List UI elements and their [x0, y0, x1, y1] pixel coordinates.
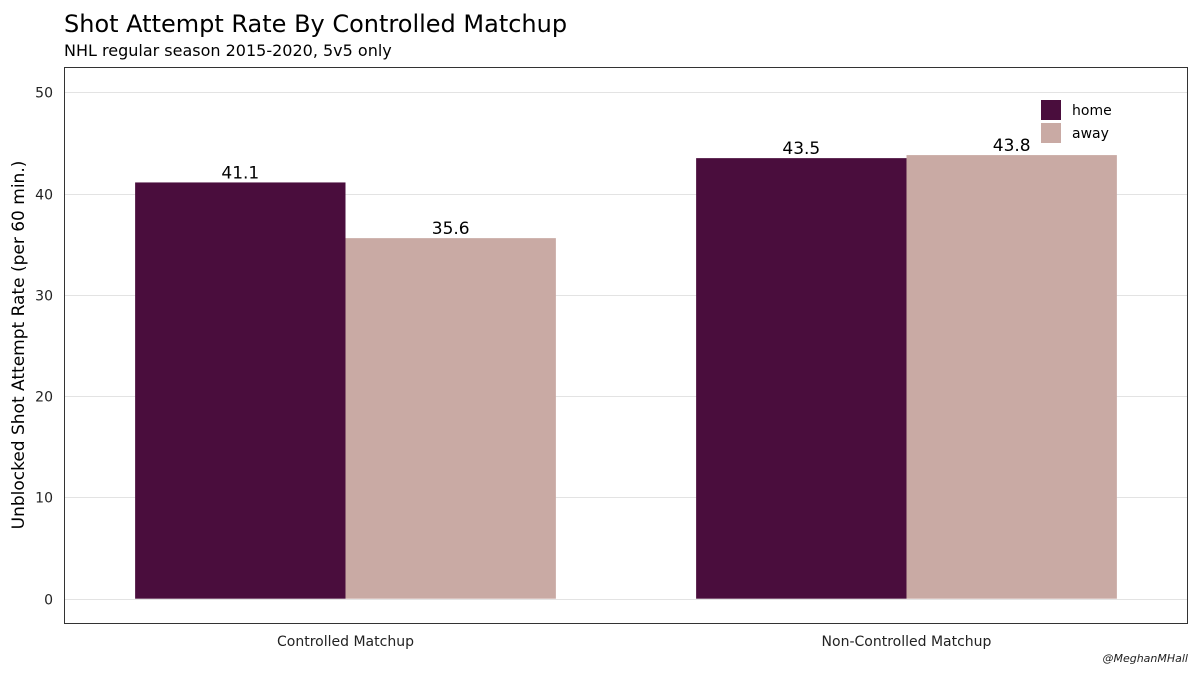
y-tick-label: 50 [35, 86, 53, 102]
y-tick-label: 40 [35, 188, 53, 204]
x-tick-label: Non-Controlled Matchup [822, 634, 992, 650]
legend-swatch-home [1041, 100, 1061, 120]
legend-label-away: away [1072, 126, 1109, 142]
bar-home-1 [135, 182, 346, 599]
y-tick-label: 30 [35, 289, 53, 305]
y-axis-title: Unblocked Shot Attempt Rate (per 60 min.… [9, 161, 29, 530]
data-label: 35.6 [432, 219, 470, 239]
chart-title: Shot Attempt Rate By Controlled Matchup [64, 10, 568, 38]
y-tick-label: 0 [44, 593, 53, 609]
credit-text: @MeghanMHall [1102, 652, 1188, 665]
y-tick-label: 20 [35, 390, 53, 406]
legend-label-home: home [1072, 103, 1112, 119]
data-label: 41.1 [221, 163, 259, 183]
bar-away-2 [906, 155, 1117, 599]
legend: home away [1041, 100, 1112, 143]
data-label: 43.8 [993, 136, 1031, 156]
data-label: 43.5 [782, 139, 820, 159]
chart-subtitle: NHL regular season 2015-2020, 5v5 only [64, 41, 392, 60]
x-tick-label: Controlled Matchup [277, 634, 414, 650]
bar-home-2 [696, 158, 907, 599]
bars [135, 155, 1117, 599]
legend-swatch-away [1041, 123, 1061, 143]
y-axis: 0 10 20 30 40 50 [35, 86, 53, 609]
x-axis: Controlled Matchup Non-Controlled Matchup [277, 634, 992, 650]
plot-frame [64, 67, 1188, 624]
y-tick-label: 10 [35, 491, 53, 507]
bar-away-1 [345, 238, 556, 599]
data-labels: 41.1 35.6 43.5 43.8 [221, 136, 1030, 239]
